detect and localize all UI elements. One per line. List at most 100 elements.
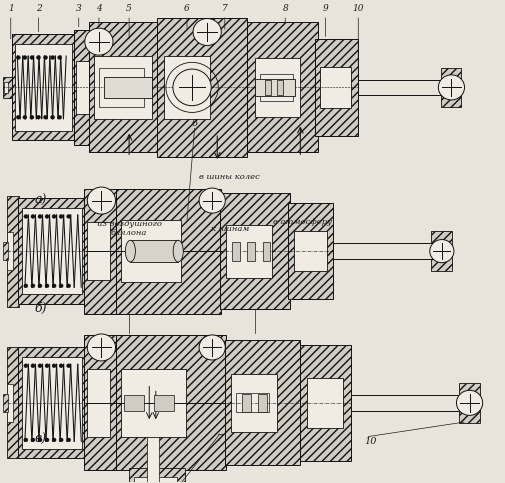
Circle shape: [45, 214, 49, 218]
Circle shape: [16, 56, 20, 59]
Text: к шинам: к шинам: [211, 225, 249, 233]
Text: 6: 6: [191, 119, 198, 128]
Circle shape: [23, 115, 27, 119]
Bar: [231, 374, 277, 432]
Circle shape: [67, 364, 71, 368]
Bar: [130, 241, 178, 262]
Circle shape: [30, 56, 34, 59]
Bar: [7, 232, 13, 270]
Circle shape: [43, 115, 47, 119]
Bar: [87, 369, 110, 437]
Bar: [225, 340, 300, 466]
Bar: [247, 242, 255, 261]
Circle shape: [199, 188, 225, 213]
Bar: [7, 196, 19, 307]
Circle shape: [45, 284, 49, 288]
Text: 5: 5: [126, 4, 132, 13]
Circle shape: [59, 364, 63, 368]
Circle shape: [31, 214, 35, 218]
Bar: [124, 395, 144, 411]
Bar: [12, 34, 75, 141]
Bar: [236, 393, 269, 412]
Circle shape: [52, 438, 56, 442]
Bar: [74, 29, 104, 145]
Text: в атмосферу: в атмосферу: [273, 218, 332, 227]
Bar: [220, 193, 290, 309]
Bar: [164, 56, 210, 119]
Ellipse shape: [125, 241, 135, 262]
Circle shape: [45, 438, 49, 442]
Circle shape: [23, 56, 27, 59]
Bar: [84, 188, 117, 314]
Bar: [350, 395, 462, 411]
Bar: [255, 57, 300, 117]
Circle shape: [59, 214, 63, 218]
Circle shape: [67, 214, 71, 218]
Bar: [232, 242, 240, 261]
Bar: [121, 220, 181, 283]
Text: в шины колес: в шины колес: [199, 173, 260, 181]
Circle shape: [24, 438, 28, 442]
Bar: [89, 22, 160, 153]
Bar: [129, 468, 184, 483]
Text: 3: 3: [76, 4, 82, 13]
Circle shape: [52, 284, 56, 288]
Bar: [441, 68, 462, 107]
Ellipse shape: [173, 241, 183, 262]
Circle shape: [43, 56, 47, 59]
Circle shape: [438, 75, 465, 100]
Circle shape: [38, 364, 42, 368]
Circle shape: [199, 335, 225, 360]
Text: 4: 4: [96, 4, 102, 13]
Circle shape: [85, 28, 113, 55]
Circle shape: [31, 284, 35, 288]
Bar: [84, 335, 117, 470]
Circle shape: [87, 334, 116, 361]
Circle shape: [59, 438, 63, 442]
Bar: [3, 394, 8, 412]
Circle shape: [50, 56, 55, 59]
Bar: [300, 345, 350, 461]
Text: 8: 8: [282, 4, 288, 13]
Bar: [3, 77, 12, 98]
Circle shape: [24, 364, 28, 368]
Bar: [260, 74, 293, 101]
Text: а): а): [35, 194, 47, 207]
Circle shape: [58, 115, 62, 119]
Bar: [265, 80, 271, 95]
Bar: [226, 225, 272, 278]
Text: 7: 7: [217, 435, 223, 443]
Circle shape: [67, 438, 71, 442]
Bar: [255, 79, 295, 96]
Bar: [18, 347, 86, 458]
Bar: [307, 378, 343, 428]
Bar: [155, 395, 174, 411]
Bar: [333, 243, 434, 259]
Circle shape: [87, 187, 116, 214]
Bar: [18, 198, 86, 304]
Circle shape: [31, 364, 35, 368]
Circle shape: [457, 390, 483, 415]
Text: 7: 7: [222, 4, 228, 13]
Bar: [147, 437, 160, 483]
Circle shape: [430, 240, 454, 263]
Bar: [4, 82, 8, 93]
Bar: [316, 39, 358, 136]
Circle shape: [193, 18, 221, 45]
Bar: [22, 357, 82, 449]
Circle shape: [24, 284, 28, 288]
Bar: [263, 242, 270, 261]
Bar: [99, 68, 144, 107]
Circle shape: [52, 214, 56, 218]
Circle shape: [24, 214, 28, 218]
Bar: [87, 222, 110, 280]
Circle shape: [59, 284, 63, 288]
Bar: [7, 347, 19, 458]
Circle shape: [52, 364, 56, 368]
Circle shape: [36, 56, 40, 59]
Text: 10: 10: [365, 437, 377, 446]
Circle shape: [16, 115, 20, 119]
Bar: [76, 61, 96, 114]
Bar: [134, 478, 177, 483]
Text: 9: 9: [323, 4, 328, 13]
